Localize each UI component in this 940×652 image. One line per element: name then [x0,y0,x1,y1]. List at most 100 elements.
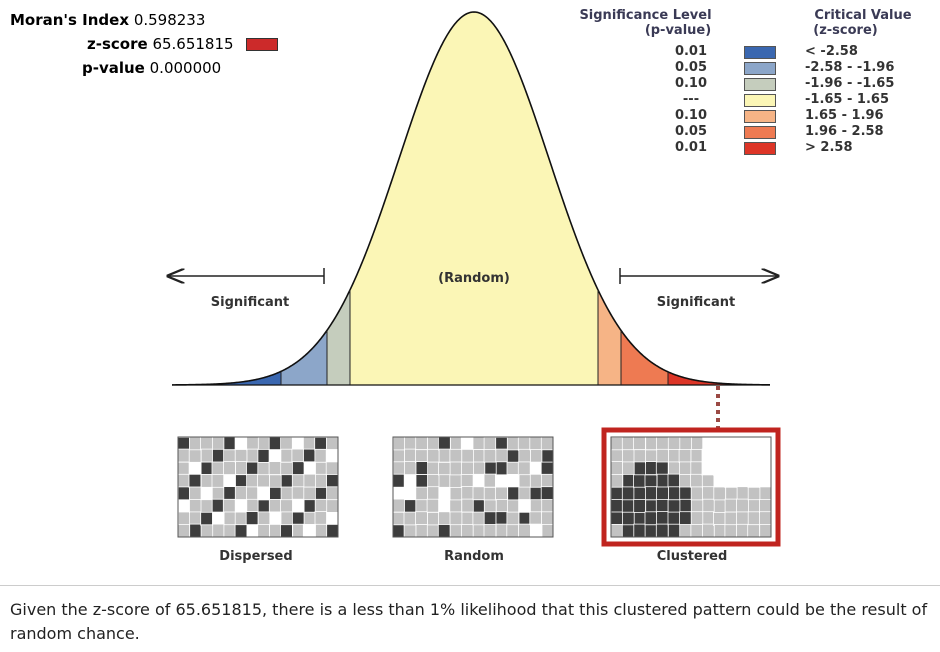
legend-zrange: 1.65 - 1.96 [805,108,884,123]
map-polygon [200,524,214,539]
legend-zrange: 1.96 - 2.58 [805,124,884,139]
map-polygon [211,461,225,476]
map-polygon [257,499,271,514]
map-polygon [403,436,417,451]
map-polygon [326,499,340,514]
map-polygon [656,436,669,451]
map-polygon [736,511,749,526]
map-polygon [280,524,293,539]
map-polygon [759,436,772,451]
map-polygon [759,449,773,464]
map-polygon [235,461,248,476]
map-polygon [701,448,715,463]
map-polygon [472,449,486,464]
map-polygon [724,436,738,451]
map-polygon [427,436,440,451]
map-polygon [518,448,532,463]
map-polygon [668,448,681,463]
legend-header-significance: Significance Level [579,8,712,23]
legend-zrange: -1.96 - -1.65 [805,76,895,91]
left-significant-label: Significant [211,295,289,310]
map-polygon [257,436,271,451]
z-score-label: z-score [87,35,148,53]
map-polygon [392,511,406,526]
map-polygon [291,448,305,463]
map-polygon [633,436,646,451]
map-polygon [656,486,669,501]
map-polygon [223,449,236,464]
map-polygon [449,486,463,501]
map-polygon [188,486,202,501]
map-polygon [713,524,727,538]
map-polygon [189,499,202,514]
map-polygon [269,486,282,501]
map-polygon [747,486,761,501]
map-polygon [257,474,270,489]
map-polygon [667,499,681,514]
map-polygon [437,436,451,451]
legend-header-zscore: (z-score) [813,23,878,38]
map-polygon [610,461,624,476]
map-polygon [701,474,715,489]
map-polygon [691,436,704,451]
map-polygon [200,448,214,463]
map-polygon [759,486,773,501]
map-polygon [506,511,520,526]
map-polygon [747,436,761,451]
map-polygon [530,461,543,476]
map-polygon [177,524,191,538]
map-polygon [257,448,271,463]
legend-pvalue: 0.01 [674,44,708,59]
curve-region [327,289,350,385]
map-polygon [291,461,305,476]
map-polygon [667,511,681,526]
map-polygon [245,486,259,501]
map-polygon [633,486,647,501]
map-polygon [177,511,191,526]
map-polygon [268,461,282,476]
moran-index-row: Moran's Index 0.598233 [10,8,205,32]
map-polygon [736,436,750,451]
map-polygon [517,436,531,451]
map-polygon [724,511,738,526]
map-polygon [747,449,761,463]
map-polygon [212,448,225,463]
map-polygon [759,524,773,538]
map-polygon [246,473,259,488]
map-polygon [759,474,773,488]
map-polygon [529,511,543,526]
random-region-label: (Random) [438,271,510,286]
map-polygon [690,524,704,538]
legend-pvalue: 0.05 [674,60,708,75]
map-polygon [177,486,191,501]
map-polygon [461,498,475,513]
map-polygon [427,486,440,501]
map-polygon [415,474,429,489]
map-polygon [622,449,635,464]
map-polygon [472,524,486,539]
map-polygon [518,499,531,513]
map-polygon [495,511,509,526]
p-value-value: 0.000000 [149,59,222,77]
map-polygon [724,524,738,539]
map-polygon [302,524,316,538]
map-polygon [724,498,738,513]
map-polygon [507,473,520,488]
map-polygon [747,524,761,539]
map-polygon [507,486,521,501]
map-polygon [736,486,750,501]
random-label: Random [444,549,504,564]
map-polygon [392,498,406,513]
map-polygon [246,448,260,463]
map-polygon [415,436,429,451]
map-polygon [415,511,428,526]
map-polygon [200,473,214,488]
curve-region [598,289,621,385]
legend-header-pvalue: (p-value) [644,23,712,38]
map-polygon [668,486,681,501]
map-polygon [645,461,658,476]
map-polygon [392,473,406,488]
legend-pvalue: 0.10 [674,108,708,123]
map-polygon [392,461,406,476]
map-polygon [679,524,693,538]
